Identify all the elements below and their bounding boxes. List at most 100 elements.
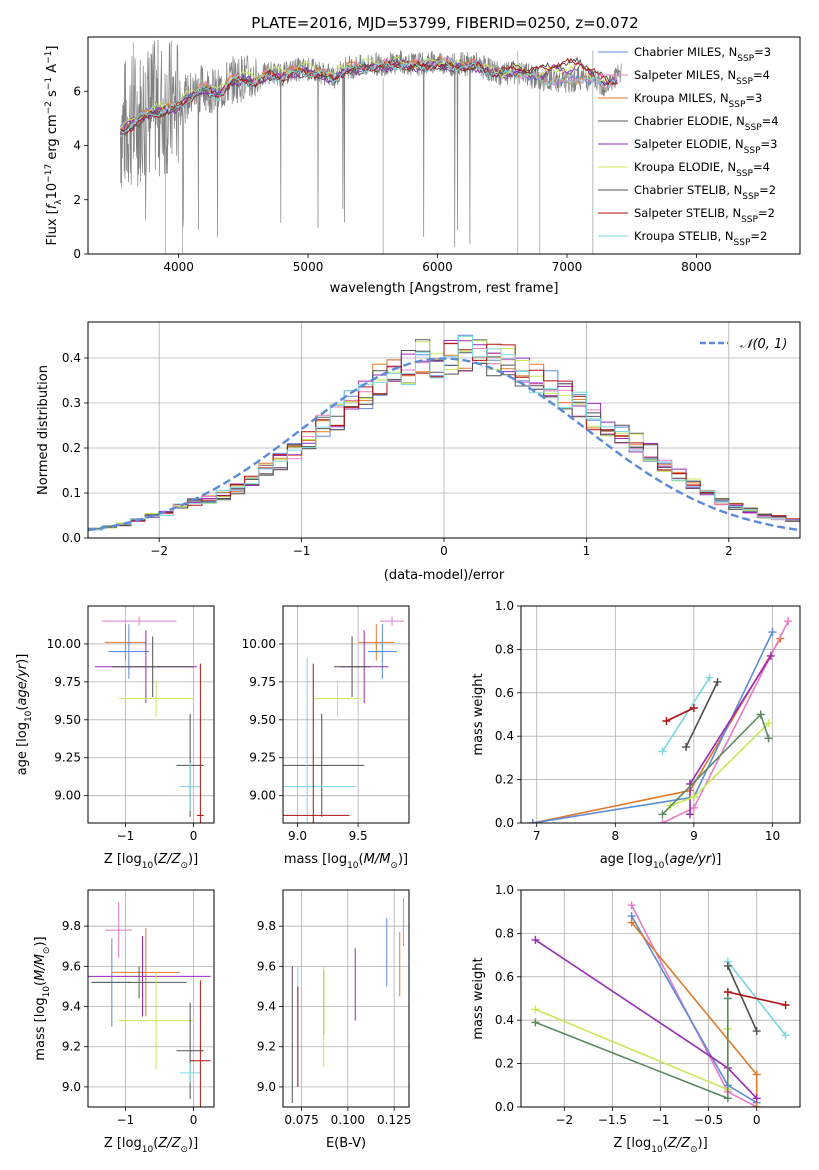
weight-marker <box>705 673 714 682</box>
histogram-step-line <box>88 335 800 530</box>
weight-marker <box>627 901 636 910</box>
y-tick-label: 2 <box>73 193 81 207</box>
model-spectrum-line <box>120 56 618 132</box>
spectrum-panel: 4000 5000 6000 7000 8000 0 2 4 6 wavelength [Angs… <box>44 36 801 296</box>
weight-marker <box>764 719 773 728</box>
label-part: −1 <box>44 77 54 90</box>
y-tick-label: 9.8 <box>62 919 81 933</box>
y-tick-label: 0.6 <box>495 686 514 700</box>
label-part: SSP <box>736 77 753 87</box>
x-tick-label: −1 <box>117 1113 135 1127</box>
x-tick-label: 5000 <box>293 260 324 274</box>
y-tick-label: 4 <box>73 139 81 153</box>
label-part: 10 <box>45 183 60 200</box>
x-tick-label: 6000 <box>422 260 453 274</box>
weight-marker <box>713 677 722 686</box>
label-part: SSP <box>742 192 759 202</box>
label-part: Chabrier MILES, N <box>634 45 737 59</box>
weight-line <box>727 965 758 1032</box>
label-part: Z/Z <box>667 1136 691 1151</box>
label-part: Salpeter ELODIE, N <box>634 137 744 151</box>
label-part: −2 <box>44 101 54 114</box>
label-part: =4 <box>762 114 779 128</box>
y-tick-label: 0.8 <box>495 926 514 940</box>
y-tick-label: 0.4 <box>495 1013 514 1027</box>
weight-marker <box>689 792 698 801</box>
x-axis-label: (data-model)/error <box>384 568 505 583</box>
label-part: ( <box>153 852 158 867</box>
label-part: =3 <box>761 137 778 151</box>
x-axis-label: Z [log10(Z/Z⊙)] <box>104 852 198 871</box>
x-tick-label: −1.5 <box>598 1113 627 1127</box>
weight-marker <box>658 810 667 819</box>
label-part: 10 <box>142 1145 154 1155</box>
y-tick-label: 0.2 <box>495 1057 514 1071</box>
label-part: Kroupa ELODIE, N <box>634 160 736 174</box>
label-part: Kroupa MILES, N <box>634 91 729 105</box>
y-tick-label: 9.00 <box>54 789 81 803</box>
x-axis-label: E(B-V) <box>326 1136 366 1151</box>
label-part: Salpeter STELIB, N <box>634 206 741 220</box>
normal-curve <box>88 357 800 532</box>
label-part: SSP <box>744 146 761 156</box>
y-tick-label: 0.2 <box>62 441 81 455</box>
weight-line <box>532 631 774 823</box>
axes-frame <box>282 605 410 824</box>
weight-marker <box>766 651 775 660</box>
y-tick-label: 9.8 <box>257 919 276 933</box>
label-part: 10 <box>651 1145 663 1155</box>
label-part: ⊙ <box>180 861 188 871</box>
x-tick-label: −1 <box>652 1113 670 1127</box>
label-part: 10 <box>142 861 154 871</box>
label-part: Z [log <box>104 852 142 867</box>
x-tick-label: 0 <box>440 544 448 558</box>
mass-vs-metallicity-panel: −1 09.09.29.49.69.8Z [log10(Z/Z⊙)]mass [l… <box>33 889 215 1155</box>
label-part: ⊙ <box>42 947 52 955</box>
legend-entry: Kroupa ELODIE, NSSP=4 <box>634 160 770 179</box>
label-part: ( <box>15 706 30 711</box>
label-part: −17 <box>44 164 54 183</box>
x-tick-label: 9.0 <box>288 829 307 843</box>
y-axis-label: Normed distribution <box>36 365 51 495</box>
weight-marker <box>682 743 691 752</box>
x-tick-label: 8000 <box>681 260 712 274</box>
weight-line <box>661 677 711 752</box>
weight-marker <box>781 1001 790 1010</box>
label-part: f <box>45 202 60 209</box>
label-part: age/yr <box>15 662 30 705</box>
plot-area <box>528 617 793 823</box>
y-tick-label: 10.00 <box>242 637 276 651</box>
weight-marker <box>658 819 667 823</box>
y-tick-label: 0.0 <box>495 816 514 830</box>
label-part: =2 <box>758 206 775 220</box>
label-part: SSP <box>729 100 746 110</box>
weight-marker <box>528 819 537 823</box>
label-part: 10 <box>347 861 359 871</box>
label-part: SSP <box>745 123 762 133</box>
label-part: 10 <box>24 710 34 722</box>
label-part: M/M <box>364 852 391 867</box>
axes-frame <box>87 321 801 539</box>
weight-marker <box>531 1005 540 1014</box>
x-tick-label: −1 <box>293 544 311 558</box>
x-tick-label: 4000 <box>163 260 194 274</box>
weight-marker <box>689 703 698 712</box>
weight-marker <box>764 734 773 743</box>
y-tick-label: 9.0 <box>257 1080 276 1094</box>
y-tick-label: 9.50 <box>249 713 276 727</box>
legend-entry: Kroupa MILES, NSSP=3 <box>634 91 762 110</box>
axes-frame <box>520 605 801 824</box>
label-part: )] <box>33 936 48 946</box>
weight-line <box>727 991 786 1006</box>
plot-area <box>291 898 404 1103</box>
weight-line <box>670 722 770 807</box>
weight-line <box>685 681 719 748</box>
x-axis-label: Z [log10(Z/Z⊙)] <box>613 1136 707 1155</box>
y-tick-label: 0.2 <box>495 773 514 787</box>
plot-area <box>119 39 622 254</box>
y-tick-label: 0 <box>73 247 81 261</box>
y-tick-label: 9.75 <box>54 675 81 689</box>
label-part: )] <box>188 852 198 867</box>
